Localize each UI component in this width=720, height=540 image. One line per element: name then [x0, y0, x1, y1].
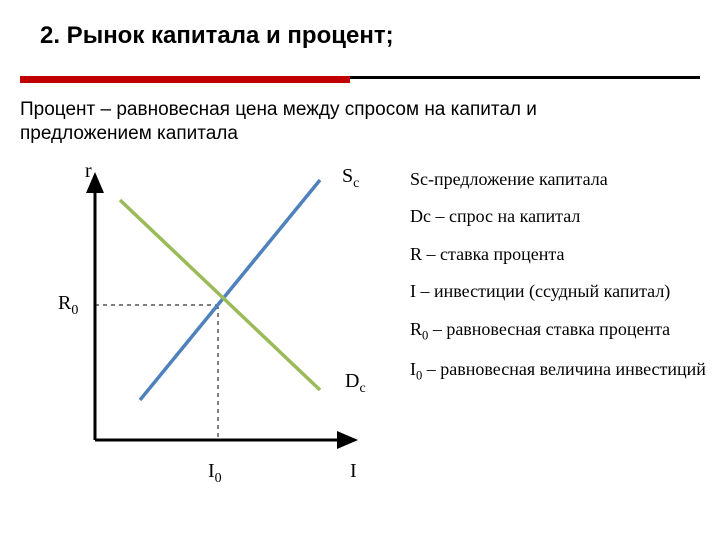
supply-line — [140, 180, 320, 400]
legend-dc: Dc – спрос на капитал — [410, 205, 710, 228]
x-axis-label: I — [350, 460, 357, 483]
supply-curve-label: Sc — [342, 165, 359, 192]
title-underline-black — [350, 76, 700, 79]
equilibrium-r-label: R0 — [58, 292, 78, 319]
capital-market-diagram — [20, 155, 430, 485]
y-axis-label: r — [85, 160, 92, 183]
subtitle-text: Процент – равновесная цена между спросом… — [20, 98, 660, 146]
legend-i: I – инвестиции (ссудный капитал) — [410, 280, 710, 303]
demand-curve-label: Dc — [345, 370, 366, 397]
legend-r: R – ставка процента — [410, 243, 710, 266]
page-title: 2. Рынок капитала и процент; — [40, 22, 394, 50]
legend: Sc-предложение капитала Dc – спрос на ка… — [410, 168, 710, 397]
legend-i0: I0 – равновесная величина инвестиций — [410, 358, 710, 384]
legend-r0: R0 – равновесная ставка процента — [410, 318, 710, 344]
legend-sc: Sc-предложение капитала — [410, 168, 710, 191]
demand-line — [120, 200, 320, 390]
title-underline-red — [20, 76, 350, 83]
equilibrium-i-label: I0 — [208, 460, 222, 487]
